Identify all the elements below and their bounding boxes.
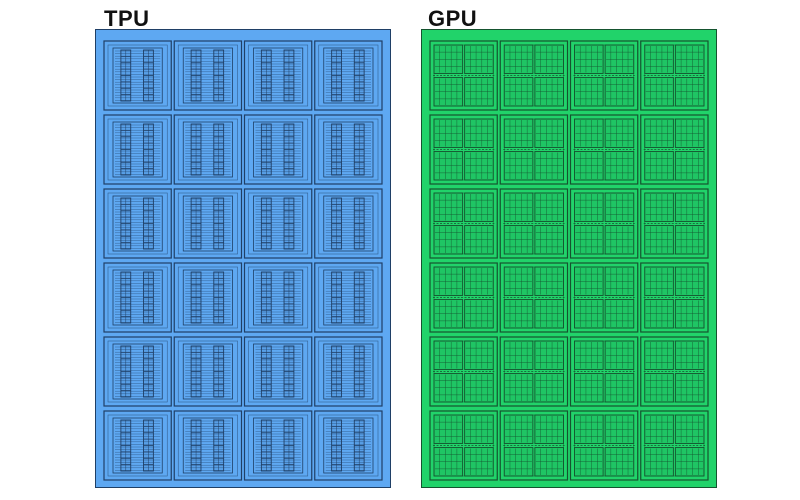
gpu-core-tile bbox=[429, 188, 498, 259]
tpu-core-tile bbox=[314, 40, 383, 111]
tpu-core-tile bbox=[103, 114, 172, 185]
tpu-core-tile bbox=[314, 336, 383, 407]
tpu-core-tile bbox=[103, 336, 172, 407]
tpu-core-tile bbox=[103, 188, 172, 259]
tpu-core-tile bbox=[103, 410, 172, 481]
gpu-core-tile bbox=[499, 40, 569, 111]
gpu-core-tile bbox=[640, 262, 709, 333]
gpu-core-tile bbox=[499, 114, 569, 185]
gpu-core-tile bbox=[640, 40, 709, 111]
tpu-core-tile bbox=[243, 114, 313, 185]
tpu-core-tile bbox=[314, 188, 383, 259]
tpu-core-tile bbox=[173, 40, 243, 111]
gpu-core-tile bbox=[569, 262, 639, 333]
gpu-core-tile bbox=[499, 188, 569, 259]
gpu-core-tile bbox=[429, 40, 498, 111]
tpu-chip-diagram bbox=[95, 29, 391, 488]
gpu-core-tile bbox=[499, 336, 569, 407]
tpu-core-tile bbox=[173, 336, 243, 407]
tpu-core-tile bbox=[173, 410, 243, 481]
tpu-core-tile bbox=[243, 410, 313, 481]
gpu-core-tile bbox=[429, 410, 498, 481]
tpu-core-tile bbox=[173, 262, 243, 333]
tpu-core-tile bbox=[103, 40, 172, 111]
gpu-label: GPU bbox=[428, 6, 478, 31]
gpu-core-tile bbox=[429, 114, 498, 185]
tpu-core-tile bbox=[314, 114, 383, 185]
gpu-core-tile bbox=[499, 410, 569, 481]
tpu-core-tile bbox=[314, 410, 383, 481]
tpu-core-tile bbox=[243, 336, 313, 407]
gpu-core-tile bbox=[499, 262, 569, 333]
gpu-chip-diagram bbox=[421, 29, 717, 488]
gpu-core-tile bbox=[640, 188, 709, 259]
gpu-core-tile bbox=[429, 262, 498, 333]
gpu-core-tile bbox=[569, 336, 639, 407]
gpu-core-tile bbox=[429, 336, 498, 407]
gpu-core-tile bbox=[569, 188, 639, 259]
tpu-label: TPU bbox=[104, 6, 150, 31]
gpu-core-tile bbox=[640, 336, 709, 407]
gpu-core-tile bbox=[569, 40, 639, 111]
tpu-core-tile bbox=[243, 262, 313, 333]
gpu-core-tile bbox=[569, 114, 639, 185]
tpu-core-tile bbox=[243, 40, 313, 111]
tpu-core-tile bbox=[173, 114, 243, 185]
tpu-core-tile bbox=[103, 262, 172, 333]
tpu-core-tile bbox=[173, 188, 243, 259]
gpu-core-tile bbox=[569, 410, 639, 481]
gpu-core-tile bbox=[640, 410, 709, 481]
tpu-core-tile bbox=[243, 188, 313, 259]
tpu-core-tile bbox=[314, 262, 383, 333]
gpu-core-tile bbox=[640, 114, 709, 185]
